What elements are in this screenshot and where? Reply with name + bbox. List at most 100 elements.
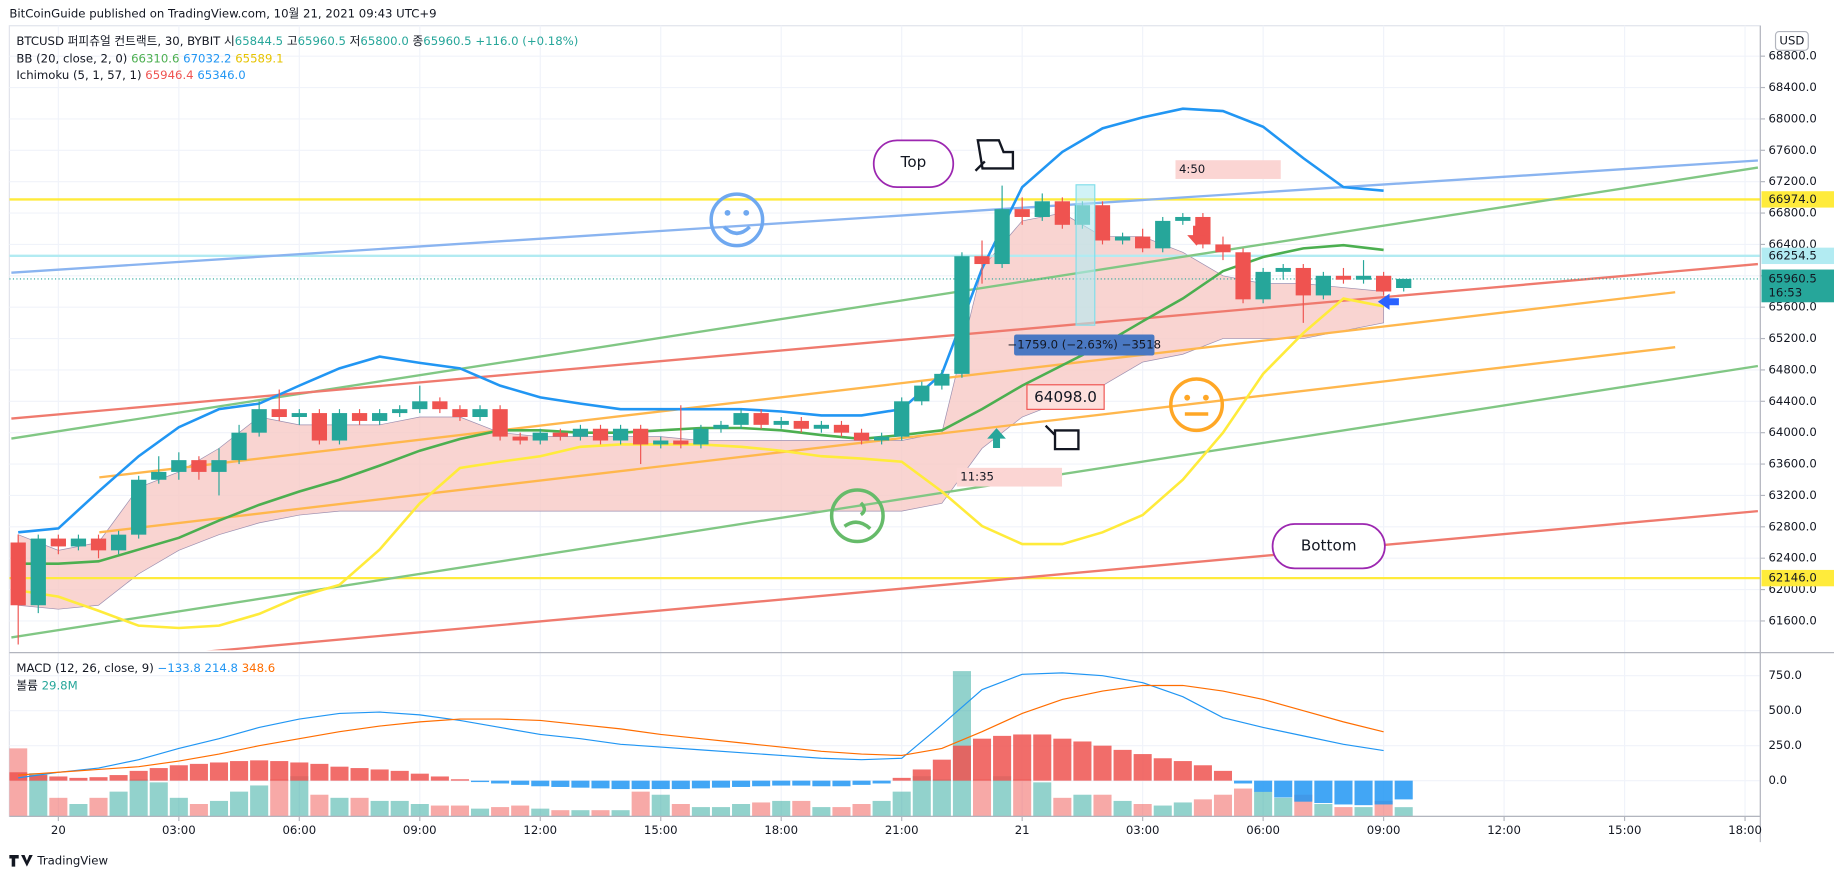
histogram-bar [310,763,329,781]
volume-bar [832,807,851,817]
price-label: 66974.0 [1769,192,1817,206]
candle-body [371,413,388,421]
callout-text: Bottom [1301,537,1357,555]
histogram-bar [9,772,28,781]
histogram-bar [1374,780,1393,805]
histogram-bar [551,780,570,787]
ichimoku-value: 65946.4 [145,67,193,81]
x-tick-label: 20 [51,823,66,837]
candle-body [1235,252,1251,300]
macd-value: 348.6 [242,660,275,674]
histogram-bar [1394,780,1413,800]
emoji-eye [1184,394,1191,401]
x-tick-label: 21:00 [885,823,919,837]
trend-line [11,262,1759,420]
histogram-bar [711,780,731,788]
candle-body [1275,267,1291,272]
volume-bar [310,794,329,817]
histogram-bar [189,763,208,781]
candle-body [733,413,749,425]
histogram-bar [410,773,429,781]
volume-bar [1053,797,1072,817]
bb-value: 67032.2 [183,51,231,65]
emoji-face [829,488,885,544]
candle-body [291,413,307,417]
candle-body [1155,220,1171,249]
histogram-bar [370,769,389,781]
price-pane [9,107,1761,651]
volume-bar [792,800,811,817]
volume-bar [571,810,590,817]
candle-body [612,428,629,441]
candle-body [512,436,528,441]
candle-body [231,432,247,461]
volume-bar [511,805,530,817]
volume-bar [631,791,650,817]
histogram-bar [1234,780,1253,784]
histogram-bar [792,780,811,786]
histogram-bar [129,770,148,781]
bb-value: 66310.6 [131,51,179,65]
volume-bar [892,791,911,817]
ohlc-key: 종 [413,33,424,47]
candle-body [532,432,548,441]
candle-body [713,424,729,429]
trend-line [11,364,1759,639]
callout-bottom [1271,523,1386,570]
histogram-bar [993,735,1012,781]
histogram-bar [872,780,891,784]
volume-bar [1133,804,1152,817]
volume-bar [69,804,88,817]
candle-body [552,432,568,437]
histogram-bar [571,780,590,788]
volume-bar [1213,794,1233,817]
x-tick-label: 12:00 [1487,823,1521,837]
macd-pane [9,671,1413,817]
histogram-bar [1113,749,1132,781]
histogram-bar [832,780,851,787]
histogram-bar [1013,734,1032,781]
volume-bar [972,779,992,817]
candle-body [392,409,408,414]
histogram-bar [290,762,309,781]
candle-body [1375,275,1392,292]
histogram-bar [49,776,68,781]
legend-macd: MACD (12, 26, close, 9) −133.8 214.8 348… [16,660,275,674]
candle-body [1114,236,1131,241]
volume-bar [49,797,68,817]
candle-body [1335,275,1352,280]
volume-bar [651,794,670,817]
volume-bar [9,748,28,817]
candle-body [251,409,267,433]
histogram-bar [531,780,550,787]
candle-body [1034,201,1050,217]
candle-body [873,436,890,441]
ichimoku-value: 65346.0 [197,67,245,81]
emoji-smile [709,192,765,248]
histogram-bar [852,780,871,785]
annotations: Top Bottom 4:50 11:35 64098.0 −1759.0 (−… [709,139,1399,570]
countdown: 16:53 [1769,285,1803,299]
histogram-bar [772,780,791,786]
candle-body [693,428,709,445]
volume-bar [1314,804,1333,817]
histogram-bar [1213,770,1233,781]
candle-body [311,413,328,441]
histogram-bar [752,780,771,787]
volume-bar [149,782,168,817]
x-tick-label: 03:00 [1126,823,1160,837]
x-tick-label: 06:00 [282,823,316,837]
candle-body [30,538,46,606]
volume-bar [1093,794,1112,817]
histogram-bar [230,761,249,781]
candle-body [271,409,287,417]
time-label: 4:50 [1179,162,1205,176]
ohlc-value: 65960.5 [423,33,471,47]
histogram-bar [1354,780,1373,806]
x-tick-label: 15:00 [1608,823,1642,837]
symbol: BTCUSD 퍼피츄얼 컨트랙트, 30, BYBIT [16,33,221,47]
volume-bar [1173,802,1192,817]
histogram-bar [1274,780,1293,798]
histogram-bar [1193,765,1212,781]
